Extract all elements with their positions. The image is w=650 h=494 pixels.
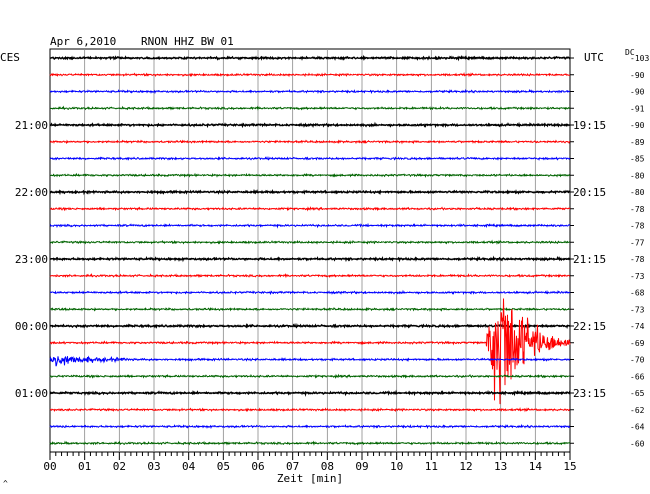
- seismic-trace: [49, 222, 571, 229]
- x-tick-label: 09: [355, 460, 368, 473]
- x-tick-label: 02: [113, 460, 126, 473]
- x-tick-label: 14: [529, 460, 543, 473]
- dc-offset-label: -80: [630, 188, 645, 197]
- dc-offset-label: -78: [630, 205, 645, 214]
- x-tick-label: 01: [78, 460, 91, 473]
- x-axis-label: Zeit [min]: [277, 472, 343, 485]
- corner-mark: ^: [3, 479, 8, 488]
- dc-label: DC: [625, 48, 635, 57]
- seismic-trace: [50, 239, 570, 245]
- dc-offset-label: -90: [630, 71, 645, 80]
- seismic-trace: [49, 156, 571, 161]
- seismic-trace: [50, 105, 571, 111]
- x-tick-label: 11: [425, 460, 438, 473]
- left-time-label: 21:00: [15, 119, 48, 132]
- seismic-trace: [49, 389, 571, 397]
- date-label: Apr 6,2010: [50, 35, 116, 48]
- seismic-trace: [49, 71, 571, 78]
- right-time-label: 23:15: [573, 387, 606, 400]
- x-tick-label: 07: [286, 460, 299, 473]
- x-tick-label: 10: [390, 460, 403, 473]
- dc-offset-label: -77: [630, 238, 645, 247]
- seismic-trace: [49, 289, 571, 296]
- dc-offset-label: -73: [630, 305, 645, 314]
- x-tick-label: 05: [217, 460, 230, 473]
- x-tick-label: 03: [147, 460, 160, 473]
- label-layer: 00 01 02 03 04 05 06 07 08 09 10 11 12 13 14 15 Zeit [mi…: [0, 35, 649, 488]
- x-tick-label: 00: [43, 460, 56, 473]
- right-time-label: 21:15: [573, 253, 606, 266]
- dc-offset-label: -66: [630, 372, 645, 381]
- x-tick-label: 15: [563, 460, 576, 473]
- right-time-label: 19:15: [573, 119, 606, 132]
- dc-offset-label: -73: [630, 272, 645, 281]
- grid-layer: [49, 48, 574, 460]
- dc-offset-label: -90: [630, 88, 645, 97]
- seismic-trace: [49, 406, 571, 413]
- seismic-trace: [49, 355, 570, 367]
- trace-layer: [49, 54, 571, 446]
- seismic-trace: [49, 54, 571, 62]
- left-time-label: 22:00: [15, 186, 48, 199]
- left-time-label: 01:00: [15, 387, 48, 400]
- dc-offset-label: -64: [630, 423, 645, 432]
- dc-offset-label: -62: [630, 406, 645, 415]
- seismic-trace: [49, 306, 570, 313]
- seismic-trace: [49, 121, 571, 129]
- seismic-trace: [49, 423, 571, 430]
- dc-offset-label: -89: [630, 138, 645, 147]
- seismic-trace: [49, 139, 571, 145]
- dc-offset-label: -85: [630, 155, 645, 164]
- dc-offset-label: -70: [630, 356, 645, 365]
- seismic-trace: [49, 322, 571, 329]
- dc-offset-label: -65: [630, 389, 645, 398]
- dc-offset-label: -90: [630, 121, 645, 130]
- x-tick-label: 08: [321, 460, 334, 473]
- dc-offset-label: -103: [630, 54, 649, 63]
- right-time-label: 20:15: [573, 186, 606, 199]
- seismic-trace: [49, 273, 571, 279]
- dc-offset-label: -80: [630, 171, 645, 180]
- seismic-trace: [49, 188, 571, 196]
- seismic-trace: [49, 298, 571, 405]
- seismic-trace: [49, 88, 571, 95]
- x-tick-label: 13: [494, 460, 507, 473]
- seismic-trace: [49, 373, 571, 379]
- right-time-label: 22:15: [573, 320, 606, 333]
- station-label: RNON HHZ BW 01: [141, 35, 234, 48]
- x-tick-label: 12: [459, 460, 472, 473]
- dc-offset-label: -78: [630, 255, 645, 264]
- seismic-trace: [49, 440, 571, 446]
- dc-offset-label: -78: [630, 222, 645, 231]
- left-time-label: 23:00: [15, 253, 48, 266]
- dc-offset-label: -91: [630, 104, 645, 113]
- dc-offset-label: -74: [630, 322, 645, 331]
- x-tick-label: 04: [182, 460, 196, 473]
- x-tick-label: 06: [251, 460, 264, 473]
- dc-offset-label: -60: [630, 439, 645, 448]
- right-zone-label: UTC: [584, 51, 604, 64]
- dc-offset-label: -69: [630, 339, 645, 348]
- left-zone-label: CES: [0, 51, 20, 64]
- left-time-label: 00:00: [15, 320, 48, 333]
- dc-offset-label: -68: [630, 289, 645, 298]
- seismic-trace: [49, 172, 571, 179]
- seismic-trace: [49, 255, 571, 263]
- seismic-trace: [49, 206, 571, 212]
